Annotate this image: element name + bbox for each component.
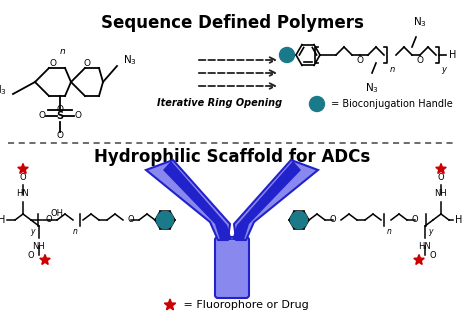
Text: S: S bbox=[56, 111, 63, 121]
Text: OH: OH bbox=[51, 209, 64, 219]
Text: H: H bbox=[448, 50, 456, 60]
Text: $\mathit{y}$: $\mathit{y}$ bbox=[427, 227, 434, 238]
Text: O: O bbox=[38, 112, 45, 121]
Text: $\mathit{n}$: $\mathit{n}$ bbox=[59, 47, 66, 56]
Polygon shape bbox=[146, 160, 230, 240]
Text: O: O bbox=[429, 251, 436, 261]
Text: Iterative Ring Opening: Iterative Ring Opening bbox=[157, 98, 282, 108]
Polygon shape bbox=[163, 161, 232, 240]
Text: $\mathit{n}$: $\mathit{n}$ bbox=[385, 227, 392, 236]
Text: O: O bbox=[329, 215, 336, 225]
Text: NH: NH bbox=[32, 242, 45, 251]
Text: $\mathsf{N_3}$: $\mathsf{N_3}$ bbox=[412, 15, 426, 29]
Text: O: O bbox=[356, 56, 363, 65]
Text: O: O bbox=[19, 174, 26, 182]
Text: $\mathit{y}$: $\mathit{y}$ bbox=[30, 227, 36, 238]
Text: O: O bbox=[56, 131, 63, 140]
Polygon shape bbox=[233, 160, 317, 240]
Text: O: O bbox=[75, 112, 81, 121]
Text: $\mathit{n}$: $\mathit{n}$ bbox=[72, 227, 78, 236]
Polygon shape bbox=[164, 299, 175, 310]
Text: O: O bbox=[411, 215, 418, 225]
Polygon shape bbox=[18, 163, 28, 174]
Circle shape bbox=[279, 48, 294, 62]
Text: O: O bbox=[45, 215, 52, 225]
Text: H: H bbox=[0, 215, 5, 225]
Text: $\mathit{y}$: $\mathit{y}$ bbox=[440, 65, 447, 76]
Text: O: O bbox=[437, 174, 444, 182]
Text: $\mathit{n}$: $\mathit{n}$ bbox=[388, 65, 395, 74]
Text: HN: HN bbox=[418, 242, 431, 251]
Text: NH: NH bbox=[434, 189, 446, 198]
Text: O: O bbox=[83, 60, 90, 68]
Text: = Fluorophore or Drug: = Fluorophore or Drug bbox=[180, 300, 308, 310]
Text: HN: HN bbox=[17, 189, 29, 198]
Text: Hydrophilic Scaffold for ADCs: Hydrophilic Scaffold for ADCs bbox=[94, 148, 369, 166]
Polygon shape bbox=[40, 255, 50, 265]
Text: = Bioconjugation Handle: = Bioconjugation Handle bbox=[327, 99, 452, 109]
Polygon shape bbox=[413, 255, 423, 265]
Text: O: O bbox=[416, 56, 423, 65]
Polygon shape bbox=[232, 161, 300, 240]
Text: H: H bbox=[454, 215, 461, 225]
FancyBboxPatch shape bbox=[214, 237, 249, 298]
Text: $\mathsf{N_3}$: $\mathsf{N_3}$ bbox=[0, 83, 7, 97]
Text: O: O bbox=[27, 251, 34, 261]
Circle shape bbox=[156, 211, 173, 228]
Text: $\mathsf{N_3}$: $\mathsf{N_3}$ bbox=[123, 53, 137, 67]
Text: Sequence Defined Polymers: Sequence Defined Polymers bbox=[100, 14, 363, 32]
Text: $\mathsf{N_3}$: $\mathsf{N_3}$ bbox=[364, 81, 378, 95]
Text: O: O bbox=[127, 215, 134, 225]
Polygon shape bbox=[435, 163, 445, 174]
Text: O: O bbox=[56, 106, 63, 114]
Circle shape bbox=[290, 211, 307, 228]
Circle shape bbox=[309, 96, 324, 112]
Text: O: O bbox=[50, 60, 56, 68]
